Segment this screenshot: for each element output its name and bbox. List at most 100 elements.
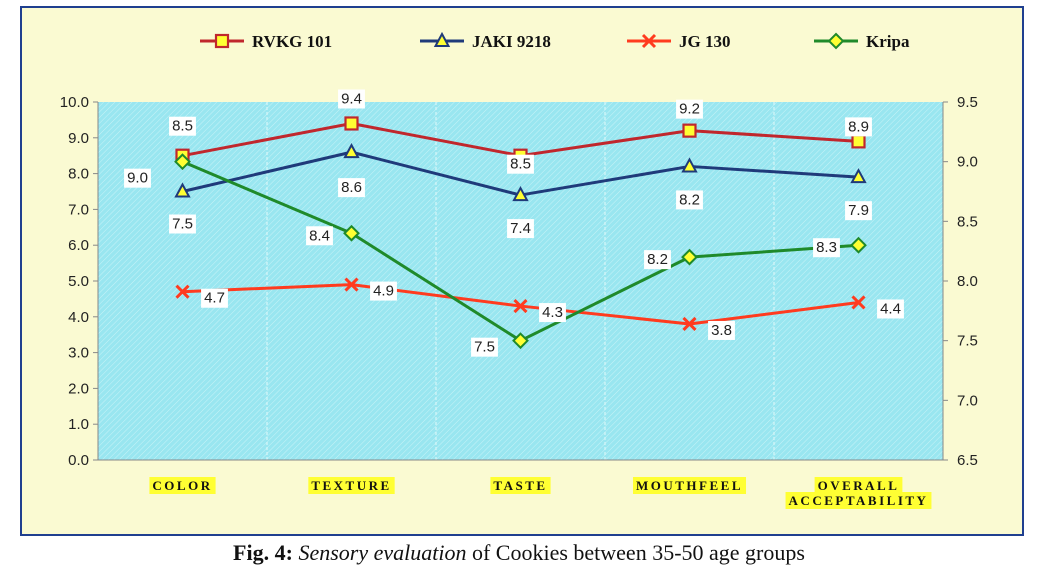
data-label: 8.3 (816, 239, 837, 256)
right-axis-ticks: 6.5 7.0 7.5 8.0 8.5 9.0 9.5 (943, 94, 978, 469)
data-label: 8.4 (309, 227, 330, 244)
data-label: 8.2 (679, 191, 700, 208)
marker-stroke (513, 298, 528, 314)
data-point-marker (512, 332, 529, 350)
caption-fig-number: Fig. 4: (233, 540, 293, 565)
data-label: 8.6 (341, 179, 362, 196)
data-label: 4.9 (373, 283, 394, 300)
category-highlight (632, 477, 747, 494)
data-label: 4.4 (880, 300, 901, 317)
data-label-background (507, 154, 534, 174)
marker-stroke (175, 284, 190, 299)
marker-stroke (641, 33, 657, 49)
left-tick-label: 7.0 (68, 201, 89, 218)
data-label-background (676, 190, 703, 210)
data-point-marker (344, 116, 359, 131)
left-tick-label: 9.0 (68, 130, 89, 147)
caption-rest: of Cookies between 35-50 age groups (466, 540, 805, 565)
legend-marker (641, 33, 657, 49)
figure-caption: Fig. 4: Sensory evaluation of Cookies be… (0, 540, 1038, 566)
right-tick-label: 9.0 (957, 154, 978, 171)
data-label: 8.5 (172, 118, 193, 135)
data-point-marker (512, 185, 529, 202)
legend-label: JG 130 (679, 32, 730, 51)
category-highlight (308, 477, 395, 494)
data-labels: 8.5 9.4 8.5 9.2 8.9 7.5 8.6 7.4 8.2 7.9 4.7 4.9 4.3 3… (124, 89, 904, 357)
data-label-background (169, 214, 196, 234)
data-label: 3.8 (711, 322, 732, 339)
category-label: TASTE (493, 478, 547, 493)
right-tick-label: 9.5 (957, 94, 978, 111)
legend-marker (827, 32, 845, 50)
legend: RVKG 101 JAKI 9218 JG 130 Kripa (200, 31, 910, 51)
legend-marker (214, 33, 230, 49)
chart-svg: 0.0 1.0 2.0 3.0 4.0 5.0 6.0 7.0 8.0 9.0 10.0 6.5 7.… (60, 31, 978, 509)
data-label: 7.4 (510, 220, 531, 237)
right-tick-label: 7.5 (957, 333, 978, 350)
data-label-background (370, 281, 397, 301)
data-label: 8.5 (510, 156, 531, 173)
data-point-marker (681, 157, 698, 173)
left-tick-label: 1.0 (68, 416, 89, 433)
data-point-marker (175, 284, 190, 299)
data-point-marker (513, 298, 528, 314)
marker-stroke (344, 277, 359, 292)
legend-label: RVKG 101 (252, 32, 332, 51)
data-label: 4.7 (204, 290, 225, 307)
data-label-background (539, 303, 566, 323)
right-tick-label: 8.0 (957, 273, 978, 290)
data-label-background (124, 168, 151, 188)
legend-marker (433, 31, 451, 47)
data-label-background (201, 288, 228, 308)
category-label: COLOR (152, 478, 212, 493)
data-point-marker (851, 134, 866, 149)
data-label-background (877, 299, 904, 319)
left-tick-label: 8.0 (68, 166, 89, 183)
chart-frame: 0.0 1.0 2.0 3.0 4.0 5.0 6.0 7.0 8.0 9.0 10.0 6.5 7.… (20, 6, 1024, 536)
left-tick-label: 2.0 (68, 380, 89, 397)
caption-italic: Sensory evaluation (298, 540, 467, 565)
data-point-marker (344, 277, 359, 292)
data-label: 9.2 (679, 101, 700, 118)
data-label: 9.0 (127, 170, 148, 187)
data-label-background (471, 337, 498, 357)
data-label-background (338, 178, 365, 198)
marker-stroke (851, 295, 866, 310)
data-point-marker (850, 168, 867, 184)
data-point-marker (174, 153, 191, 171)
data-label-background (845, 201, 872, 221)
category-labels: COLOR TEXTURE TASTE MOUTHFEEL OVERALLACCEPTA… (149, 477, 932, 509)
category-highlight (149, 477, 216, 494)
legend-label: Kripa (866, 32, 910, 51)
data-point-marker (343, 224, 360, 242)
category-highlight (814, 477, 903, 494)
data-label: 9.4 (341, 90, 362, 107)
left-tick-label: 4.0 (68, 309, 89, 326)
category-label: MOUTHFEEL (636, 478, 743, 493)
data-label: 8.9 (848, 118, 869, 135)
data-label-background (169, 116, 196, 136)
data-point-marker (682, 316, 697, 332)
legend-label: JAKI 9218 (472, 32, 551, 51)
right-tick-label: 6.5 (957, 452, 978, 469)
data-point-marker (343, 143, 360, 159)
category-highlight (785, 492, 932, 509)
left-tick-label: 6.0 (68, 237, 89, 254)
data-label-background (644, 250, 671, 270)
data-point-marker (681, 248, 698, 266)
data-point-marker (850, 236, 867, 254)
data-label: 7.5 (172, 216, 193, 233)
marker-stroke (682, 316, 697, 332)
category-label: OVERALL (818, 478, 900, 493)
data-point-marker (682, 123, 697, 138)
data-label: 8.2 (647, 251, 668, 268)
left-tick-label: 5.0 (68, 273, 89, 290)
left-axis-ticks: 0.0 1.0 2.0 3.0 4.0 5.0 6.0 7.0 8.0 9.0 10.0 (60, 94, 98, 469)
category-label: ACCEPTABILITY (789, 493, 929, 508)
data-point-marker (851, 295, 866, 310)
data-label-background (306, 226, 333, 246)
right-tick-label: 8.5 (957, 213, 978, 230)
data-label-background (708, 320, 735, 340)
series-markers (174, 116, 867, 350)
data-point-marker (174, 182, 191, 198)
